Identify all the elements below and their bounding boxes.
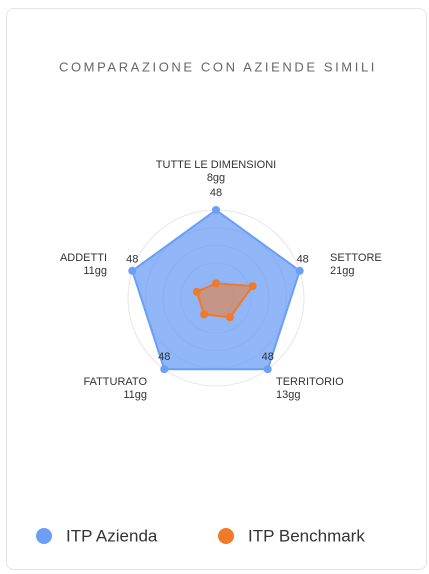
- value-label: 48: [126, 254, 138, 266]
- value-label: 11gg: [83, 265, 107, 277]
- radar-point: [128, 266, 137, 275]
- value-label: 48: [210, 187, 222, 199]
- category-label: FATTURATO: [83, 376, 147, 388]
- category-label: SETTORE: [330, 252, 382, 264]
- radar-point: [160, 365, 169, 374]
- radar-point: [212, 279, 220, 288]
- radar-point: [248, 282, 257, 291]
- value-label: 21gg: [330, 265, 354, 277]
- card: [6, 8, 427, 570]
- legend-marker: [218, 528, 234, 544]
- legend-label: ITP Azienda: [66, 526, 158, 545]
- value-label: 48: [262, 351, 274, 363]
- value-label: 48: [297, 254, 309, 266]
- legend-marker: [36, 528, 52, 544]
- category-label: ADDETTI: [60, 252, 107, 264]
- value-label: 11gg: [123, 389, 147, 401]
- legend-label: ITP Benchmark: [248, 526, 365, 545]
- category-label: TUTTE LE DIMENSIONI: [156, 159, 276, 171]
- chart-title: COMPARAZIONE CON AZIENDE SIMILI: [59, 59, 377, 74]
- radar-point: [192, 287, 201, 296]
- value-label: 8gg: [207, 172, 225, 184]
- value-label: 48: [158, 351, 170, 363]
- category-label: TERRITORIO: [276, 376, 344, 388]
- radar-point: [200, 310, 209, 319]
- radar-point: [295, 266, 304, 275]
- radar-point: [212, 206, 220, 214]
- radar-point: [226, 313, 235, 322]
- radar-point: [263, 365, 272, 374]
- value-label: 13gg: [276, 389, 300, 401]
